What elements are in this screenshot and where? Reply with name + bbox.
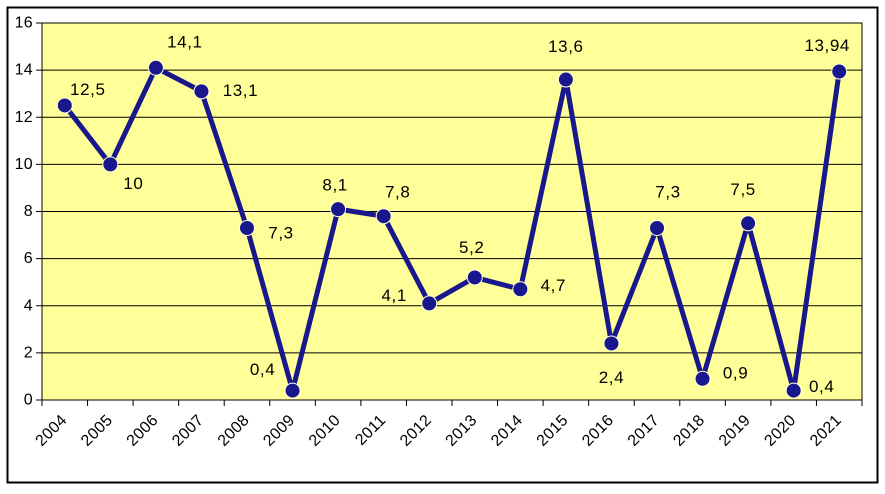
data-point-marker xyxy=(694,370,711,387)
y-axis-label: 4 xyxy=(24,297,33,314)
data-point-label: 13,6 xyxy=(548,37,584,56)
data-point-marker xyxy=(239,219,255,236)
data-point-label: 7,3 xyxy=(268,223,293,242)
data-point-marker xyxy=(466,269,483,286)
data-point-marker xyxy=(193,83,210,100)
data-point-label: 0,4 xyxy=(809,377,834,396)
data-point-marker xyxy=(785,382,802,399)
data-point-marker xyxy=(375,208,392,225)
data-point-marker xyxy=(603,335,620,352)
data-point-label: 7,8 xyxy=(385,183,410,202)
data-point-marker xyxy=(421,295,438,312)
y-axis-label: 2 xyxy=(24,344,33,361)
data-point-label: 5,2 xyxy=(459,238,484,257)
data-point-marker xyxy=(102,156,119,173)
data-point-label: 0,4 xyxy=(250,360,275,379)
data-point-marker xyxy=(512,281,529,298)
data-point-marker xyxy=(330,201,347,218)
y-axis-label: 10 xyxy=(15,156,33,173)
y-axis-label: 0 xyxy=(24,392,33,409)
data-point-marker xyxy=(56,97,73,114)
data-point-marker xyxy=(284,382,301,399)
data-point-marker xyxy=(557,71,574,88)
data-point-label: 4,1 xyxy=(382,286,407,305)
data-point-label: 12,5 xyxy=(70,80,106,99)
data-point-label: 8,1 xyxy=(322,176,347,195)
data-point-marker xyxy=(831,63,848,80)
data-point-label: 13,1 xyxy=(223,81,259,100)
series-line xyxy=(62,65,842,394)
data-point-label: 7,5 xyxy=(730,180,755,199)
data-point-label: 4,7 xyxy=(541,276,566,295)
y-axis-label: 12 xyxy=(15,109,33,126)
y-axis-label: 8 xyxy=(24,203,33,220)
data-point-marker xyxy=(147,59,164,76)
data-point-marker xyxy=(649,219,665,236)
data-point-label: 2,4 xyxy=(599,368,624,387)
y-axis-label: 16 xyxy=(15,15,33,32)
data-point-marker xyxy=(740,215,757,232)
y-axis-label: 14 xyxy=(15,62,33,79)
data-point-label: 13,94 xyxy=(804,36,850,55)
data-point-label: 7,3 xyxy=(655,182,680,201)
data-point-label: 0,9 xyxy=(723,363,748,382)
data-point-label: 10 xyxy=(123,174,143,193)
data-point-label: 14,1 xyxy=(167,32,203,51)
y-axis-label: 6 xyxy=(24,250,33,267)
